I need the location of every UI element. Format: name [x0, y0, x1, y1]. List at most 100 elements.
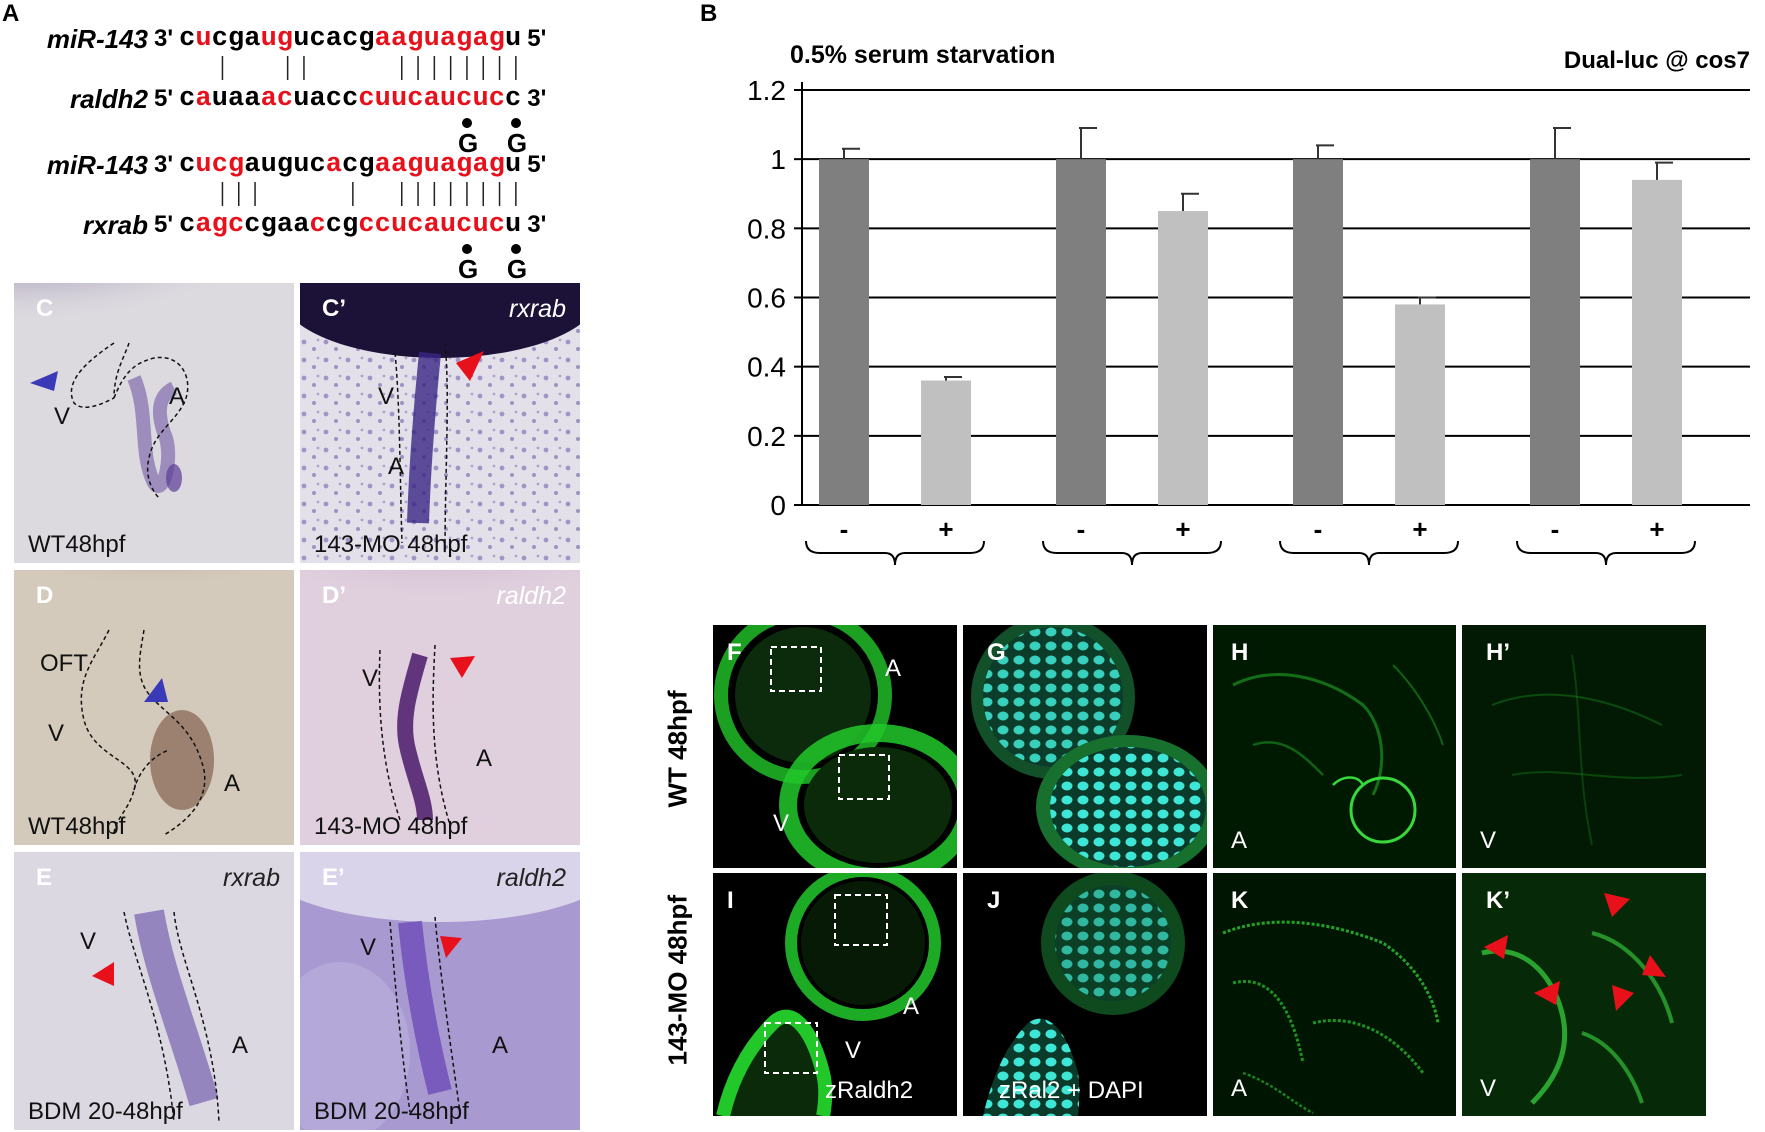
panel-c-prime-image — [300, 283, 580, 563]
group-brace — [1516, 540, 1696, 566]
nucleotide: g — [342, 210, 359, 240]
panel-c-image — [14, 283, 294, 563]
nucleotide: a — [228, 84, 245, 114]
label-a: A — [885, 655, 902, 682]
sequence-row: raldh2 5' c a u a a a c u a c c c u u c a u c u c c 3' — [0, 82, 552, 116]
panel-letter-b: B — [700, 0, 718, 27]
nucleotide: a — [309, 84, 326, 114]
group-label: RXRalpha — [1310, 583, 1429, 585]
bar — [1158, 211, 1208, 505]
y-tick-label: 0.8 — [747, 213, 786, 244]
label-a: A — [1231, 1075, 1248, 1102]
gene-label: rxrab — [509, 295, 566, 323]
panel-h-prime-image — [1491, 654, 1683, 846]
y-tick-label: 0.4 — [747, 352, 786, 383]
nucleotide: g — [407, 24, 424, 54]
sign-label: - — [1314, 514, 1323, 544]
base-pair-lines — [221, 56, 517, 80]
nucleotide: c — [228, 210, 245, 240]
panel-letter-d-prime: D’ — [322, 582, 346, 609]
panel-caption: BDM 20-48hpf — [28, 1098, 183, 1125]
label-oft: OFT — [40, 650, 88, 677]
label-v: V — [1480, 1075, 1497, 1102]
sequence-name: raldh2 — [69, 83, 148, 114]
y-tick-label: 0 — [770, 490, 786, 521]
panel-letter-c: C — [36, 295, 54, 322]
panel-k-micrograph: K A — [1213, 873, 1456, 1116]
panel-caption: 143-MO 48hpf — [314, 813, 468, 840]
panel-g-image — [971, 625, 1207, 868]
nucleotide: c — [179, 150, 196, 180]
mutation-label: G — [457, 254, 479, 284]
nucleotide: u — [505, 150, 522, 180]
panel-caption: zRaldh2 — [825, 1077, 914, 1104]
sign-label: - — [1551, 514, 1560, 544]
label-v: V — [48, 720, 65, 747]
bar — [1395, 304, 1445, 505]
nucleotide: c — [505, 84, 522, 114]
nucleotide: c — [211, 150, 228, 180]
panel-letter-f: F — [727, 639, 742, 666]
nucleotide: g — [456, 24, 473, 54]
nucleotide: c — [244, 210, 261, 240]
label-v: V — [54, 403, 71, 430]
group-brace — [1042, 540, 1222, 566]
label-v: V — [773, 810, 790, 837]
panel-h-prime-micrograph: H’ V — [1462, 625, 1706, 868]
panel-letter-k: K — [1231, 887, 1249, 914]
gene-label: raldh2 — [496, 864, 567, 892]
nucleotide: g — [407, 150, 424, 180]
nucleotide: a — [390, 150, 408, 180]
nucleotide: g — [488, 150, 505, 180]
chart-title: 0.5% serum starvation — [790, 41, 1055, 69]
nucleotide: u — [260, 150, 277, 180]
nucleotide: c — [276, 84, 294, 114]
nucleotide: c — [456, 210, 473, 240]
nucleotide: g — [211, 210, 228, 240]
panel-letter-d: D — [36, 582, 54, 609]
nucleotide: g — [276, 150, 294, 180]
nucleotide: c — [211, 24, 228, 54]
panel-e-image — [14, 852, 294, 1130]
nucleotide: a — [260, 84, 277, 114]
sequence-row: rxrab 5' c a g c c g a a c c g c c u c a u c u c u 3' — [0, 208, 552, 242]
nucleotide: c — [488, 84, 505, 114]
nucleotide: c — [456, 84, 473, 114]
panel-caption: 143-MO 48hpf — [314, 531, 468, 558]
red-arrowhead-icon — [92, 962, 114, 986]
nucleotide: g — [488, 24, 505, 54]
group-brace — [1279, 540, 1459, 566]
panel-h-image — [1232, 664, 1444, 844]
mutation-dot-icon — [510, 118, 521, 128]
panel-f-image — [714, 625, 957, 868]
sign-label: + — [1412, 514, 1427, 544]
nucleotide: u — [293, 24, 310, 54]
sign-label: - — [840, 514, 849, 544]
blue-arrowhead-icon — [144, 678, 168, 702]
panel-k-image — [1222, 920, 1440, 1115]
nucleotide: c — [342, 24, 359, 54]
red-arrowhead-icon — [440, 936, 462, 958]
nucleotide: u — [423, 24, 440, 54]
panel-i-image — [716, 873, 941, 1116]
bar — [819, 159, 869, 505]
nucleotide: u — [505, 210, 522, 240]
nucleotide: c — [358, 210, 375, 240]
panel-caption: WT48hpf — [28, 813, 126, 840]
mutation-label: G — [506, 254, 528, 284]
sequence-name: rxrab — [82, 209, 148, 240]
nucleotide: u — [472, 210, 489, 240]
panel-h-micrograph: H A — [1213, 625, 1456, 868]
sequence-name: miR-143 — [46, 149, 148, 180]
row-label-wt: WT 48hpf — [662, 690, 693, 808]
panel-letter-a: A — [2, 0, 20, 27]
sequence-end-label: 5' — [527, 151, 547, 178]
panel-letter-g: G — [987, 639, 1006, 666]
nucleotide: a — [439, 150, 457, 180]
nucleotide: u — [195, 24, 212, 54]
nucleotide: g — [456, 150, 473, 180]
bar — [921, 380, 971, 505]
